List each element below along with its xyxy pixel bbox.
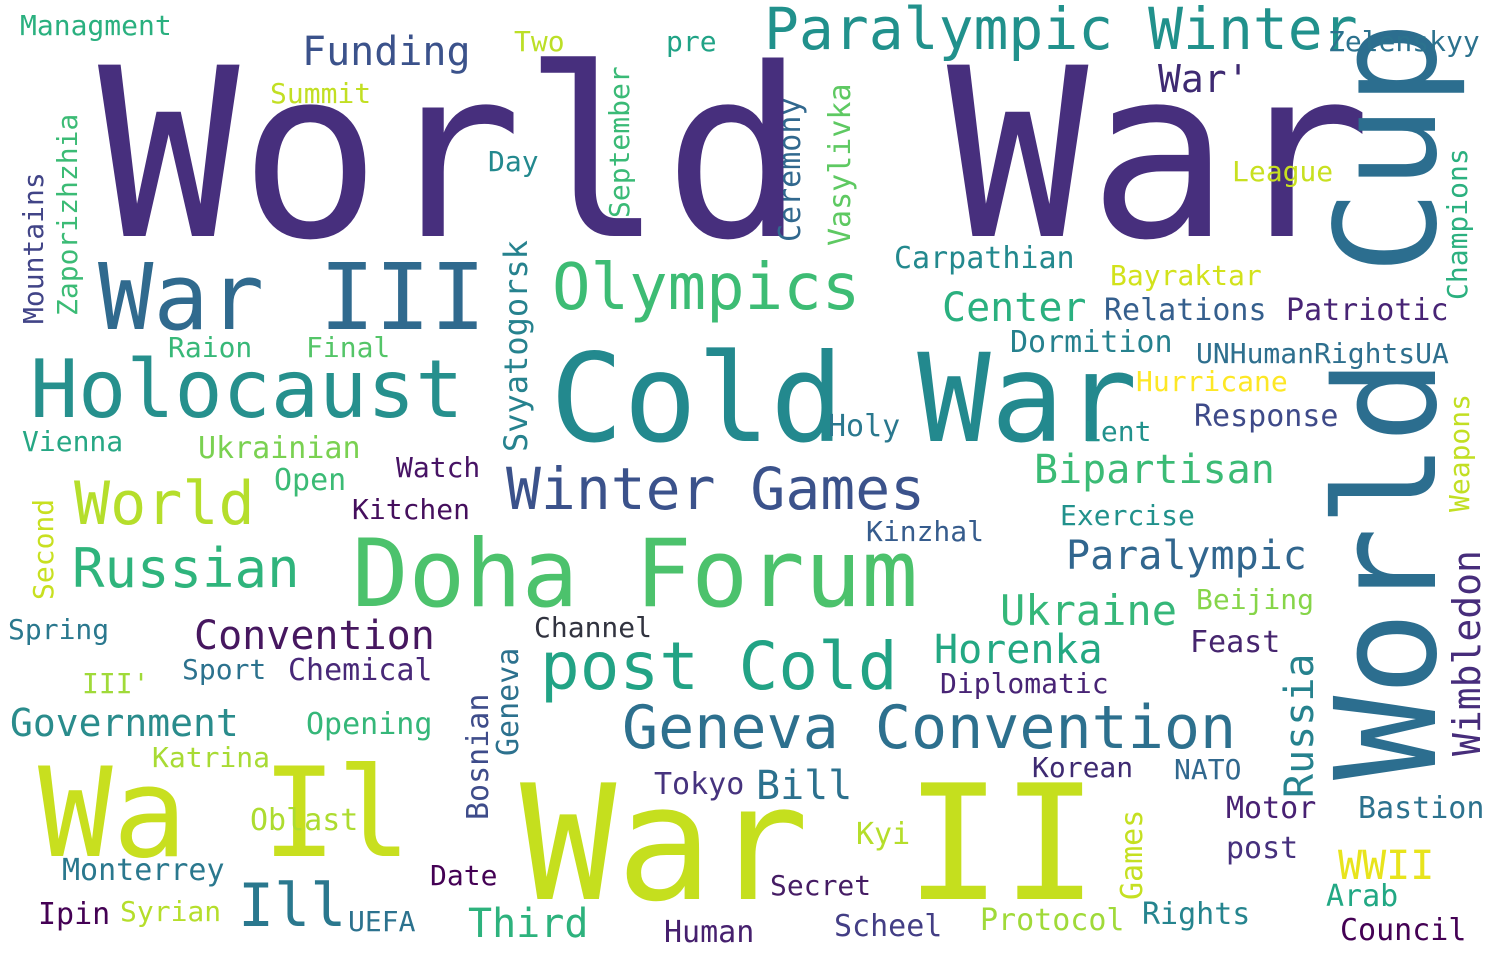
word-exercise: Exercise	[1060, 499, 1195, 532]
word-day: Day	[488, 145, 539, 178]
word-sport: Sport	[182, 653, 267, 686]
word-spring: Spring	[8, 613, 110, 646]
word-chemical: Chemical	[288, 653, 433, 688]
word-final: Final	[306, 331, 391, 364]
word-managment: Managment	[20, 9, 172, 42]
word-funding: Funding	[302, 29, 471, 75]
word-wa-il: Wa Il	[38, 742, 412, 886]
word-wwii: WWII	[1338, 843, 1435, 889]
word-weapons: Weapons	[1443, 393, 1476, 512]
word-league: League	[1232, 155, 1334, 188]
word-motor: Motor	[1226, 791, 1317, 826]
word-response: Response	[1194, 399, 1339, 434]
word-war-iii: War III	[98, 244, 486, 351]
word-government: Government	[10, 701, 239, 745]
word-monterrey: Monterrey	[62, 853, 225, 888]
word-russian: Russian	[72, 537, 300, 600]
word-channel: Channel	[534, 611, 653, 644]
word-september: September	[603, 66, 636, 218]
word-open: Open	[274, 463, 347, 498]
word-post-cold: post Cold	[540, 628, 898, 705]
word-cold-war: Cold War	[550, 328, 1138, 470]
word-scheel: Scheel	[834, 909, 943, 944]
word-kyi: Kyi	[856, 817, 911, 852]
word-council: Council	[1340, 913, 1467, 948]
word-raion: Raion	[168, 331, 253, 364]
word-hurricane: Hurricane	[1136, 365, 1288, 398]
word-second: Second	[27, 498, 60, 600]
word-kinzhal: Kinzhal	[866, 515, 985, 548]
word-holocaust: Holocaust	[30, 343, 464, 436]
word-war-ii: War II	[520, 750, 1098, 937]
word-champions: Champions	[1441, 148, 1474, 300]
word-horenka: Horenka	[934, 627, 1103, 673]
word-games: Games	[1115, 809, 1150, 900]
word-wimbledon: Wimbledon	[1445, 550, 1489, 756]
word-dormition: Dormition	[1010, 325, 1173, 360]
word-opening: Opening	[306, 707, 433, 742]
word-ukrainian: Ukrainian	[198, 431, 361, 466]
word-bill: Bill	[756, 763, 853, 809]
word-zelenskyy: Zelenskyy	[1328, 25, 1480, 58]
word-mountains: Mountains	[17, 172, 50, 324]
word-human: Human	[664, 915, 755, 950]
word-geneva-convention: Geneva Convention	[622, 693, 1237, 763]
word-winter-games: Winter Games	[506, 455, 926, 523]
word-svyatogorsk: Svyatogorsk	[497, 240, 535, 452]
word-russia: Russia	[1277, 653, 1323, 799]
word-olympics: Olympics	[552, 251, 861, 325]
word-ill: Ill	[238, 871, 347, 941]
word-zaporizhzhia: Zaporizhzhia	[51, 113, 84, 316]
word-paralympic-winter: Paralympic Winter	[764, 0, 1358, 63]
word-lent: Lent	[1084, 415, 1152, 448]
word-post: post	[1226, 831, 1299, 866]
word-war-quote: War'	[1158, 57, 1250, 101]
word-iii-quote: III'	[82, 667, 150, 700]
word-world: World	[74, 469, 255, 539]
word-geneva: Geneva	[491, 647, 526, 756]
word-beijing: Beijing	[1196, 583, 1315, 616]
word-paralympic: Paralympic	[1066, 533, 1307, 579]
word-bastion: Bastion	[1358, 791, 1485, 826]
word-arab: Arab	[1326, 879, 1399, 914]
word-secret: Secret	[770, 869, 872, 902]
word-diplomatic: Diplomatic	[940, 667, 1109, 700]
word-kitchen: Kitchen	[352, 493, 471, 526]
word-uefa: UEFA	[348, 905, 416, 938]
word-syrian: Syrian	[120, 895, 222, 928]
word-center: Center	[942, 285, 1087, 331]
word-two: Two	[514, 25, 565, 58]
word-feast: Feast	[1190, 625, 1281, 660]
word-holy: Holy	[828, 409, 901, 444]
word-patriotic: Patriotic	[1286, 293, 1449, 328]
word-world-war: World War	[98, 19, 1372, 292]
word-world-cup: World Cup	[1306, 21, 1469, 780]
word-summit: Summit	[270, 77, 372, 110]
word-protocol: Protocol	[980, 903, 1125, 938]
word-doha-forum: Doha Forum	[352, 520, 918, 629]
word-relations: Relations	[1104, 293, 1267, 328]
word-ukraine: Ukraine	[1000, 586, 1178, 635]
word-vasylivka: Vasylivka	[823, 83, 858, 246]
word-katrina: Katrina	[152, 741, 271, 774]
word-convention: Convention	[194, 613, 435, 659]
word-pre: pre	[666, 25, 717, 58]
word-watch: Watch	[396, 451, 481, 484]
word-bipartisan: Bipartisan	[1034, 447, 1275, 493]
word-vienna: Vienna	[22, 425, 124, 458]
word-nato: NATO	[1174, 753, 1242, 786]
word-bayraktar: Bayraktar	[1110, 259, 1262, 292]
word-ipin: Ipin	[38, 897, 111, 932]
word-third: Third	[468, 901, 589, 947]
word-date: Date	[430, 859, 498, 892]
word-ceremony: Ceremony	[773, 97, 808, 243]
word-oblast: Oblast	[250, 803, 359, 838]
word-rights: Rights	[1142, 897, 1251, 932]
word-bosnian: Bosnian	[461, 693, 496, 820]
word-unhumanrightsua: UNHumanRightsUA	[1196, 337, 1449, 370]
word-tokyo: Tokyo	[654, 767, 745, 802]
word-carpathian: Carpathian	[894, 241, 1075, 276]
word-korean: Korean	[1032, 751, 1134, 784]
